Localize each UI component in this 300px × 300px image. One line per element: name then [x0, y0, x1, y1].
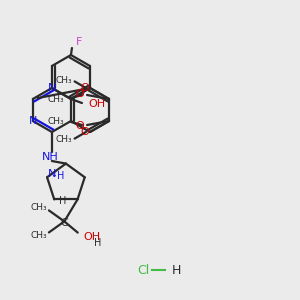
Text: N: N — [48, 169, 56, 179]
Text: O: O — [81, 127, 89, 137]
Text: Cl: Cl — [138, 263, 150, 277]
Text: H: H — [58, 196, 66, 206]
Text: C: C — [61, 218, 68, 228]
Text: CH₃: CH₃ — [30, 231, 47, 240]
Text: ·H: ·H — [54, 171, 64, 181]
Text: NH: NH — [41, 152, 58, 162]
Text: OH: OH — [88, 99, 105, 109]
Text: N: N — [48, 83, 56, 93]
Text: O: O — [76, 89, 84, 99]
Text: CH₃: CH₃ — [56, 135, 73, 144]
Text: N: N — [29, 116, 37, 126]
Text: H: H — [172, 263, 182, 277]
Text: O: O — [76, 121, 84, 131]
Text: CH₃: CH₃ — [56, 76, 73, 85]
Text: CH₃: CH₃ — [30, 203, 47, 212]
Text: H: H — [94, 238, 101, 248]
Text: CH₃: CH₃ — [47, 94, 64, 103]
Text: F: F — [76, 37, 82, 47]
Text: OH: OH — [84, 232, 101, 242]
Text: CH₃: CH₃ — [47, 116, 64, 125]
Text: O: O — [81, 83, 89, 93]
